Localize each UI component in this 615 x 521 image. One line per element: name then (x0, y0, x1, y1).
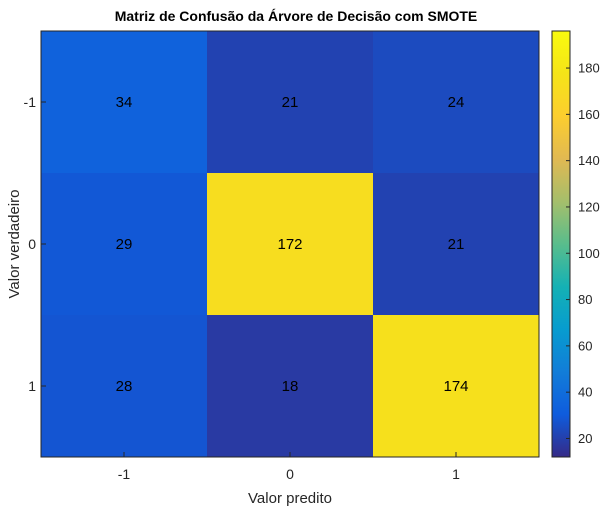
x-tick-label: 0 (286, 466, 294, 482)
cell-1--1 (41, 315, 208, 458)
colorbar-ticks: 20 40 60 80 100 120 140 160 180 (566, 61, 600, 446)
x-axis-label: Valor predito (248, 490, 332, 507)
colorbar-gradient (551, 30, 571, 458)
y-axis-label: Valor verdadeiro (6, 190, 23, 299)
x-axis-ticks: -1 0 1 (118, 452, 460, 482)
y-axis-ticks: -1 0 1 (24, 94, 46, 394)
cell-value-label: 28 (116, 378, 133, 395)
colorbar-tick-label: 160 (578, 107, 600, 122)
cell-0--1 (41, 173, 208, 316)
y-tick-label: -1 (24, 94, 37, 110)
y-tick-label: 1 (28, 378, 36, 394)
cell-1-1 (373, 315, 540, 458)
cell--1--1 (41, 31, 208, 174)
chart-title: Matriz de Confusão da Árvore de Decisão … (115, 8, 478, 24)
colorbar-tick-label: 40 (578, 385, 592, 400)
cell-value-label: 21 (448, 236, 465, 253)
cell-0-0 (207, 173, 374, 316)
colorbar-tick-label: 120 (578, 199, 600, 214)
colorbar-tick-label: 80 (578, 292, 592, 307)
colorbar-tick-label: 140 (578, 153, 600, 168)
cell--1-1 (373, 31, 540, 174)
colorbar-tick-label: 100 (578, 246, 600, 261)
colorbar-tick-label: 180 (578, 61, 600, 76)
cell-value-label: 172 (277, 236, 302, 253)
colorbar-tick-label: 20 (578, 431, 592, 446)
cell-value-label: 174 (443, 378, 468, 395)
cell-0-1 (373, 173, 540, 316)
colorbar: 20 40 60 80 100 120 140 160 180 (551, 30, 600, 458)
x-tick-label: -1 (118, 466, 131, 482)
cell-value-label: 18 (282, 378, 299, 395)
y-tick-label: 0 (28, 236, 36, 252)
colorbar-tick-label: 60 (578, 338, 592, 353)
cell-value-label: 29 (116, 236, 133, 253)
cell-value-label: 21 (282, 94, 299, 111)
cell-1-0 (207, 315, 374, 458)
heatmap-cells: 34 21 24 29 172 21 28 18 174 (41, 31, 540, 458)
x-tick-label: 1 (452, 466, 460, 482)
cell--1-0 (207, 31, 374, 174)
cell-value-label: 34 (116, 94, 133, 111)
cell-value-label: 24 (448, 94, 465, 111)
